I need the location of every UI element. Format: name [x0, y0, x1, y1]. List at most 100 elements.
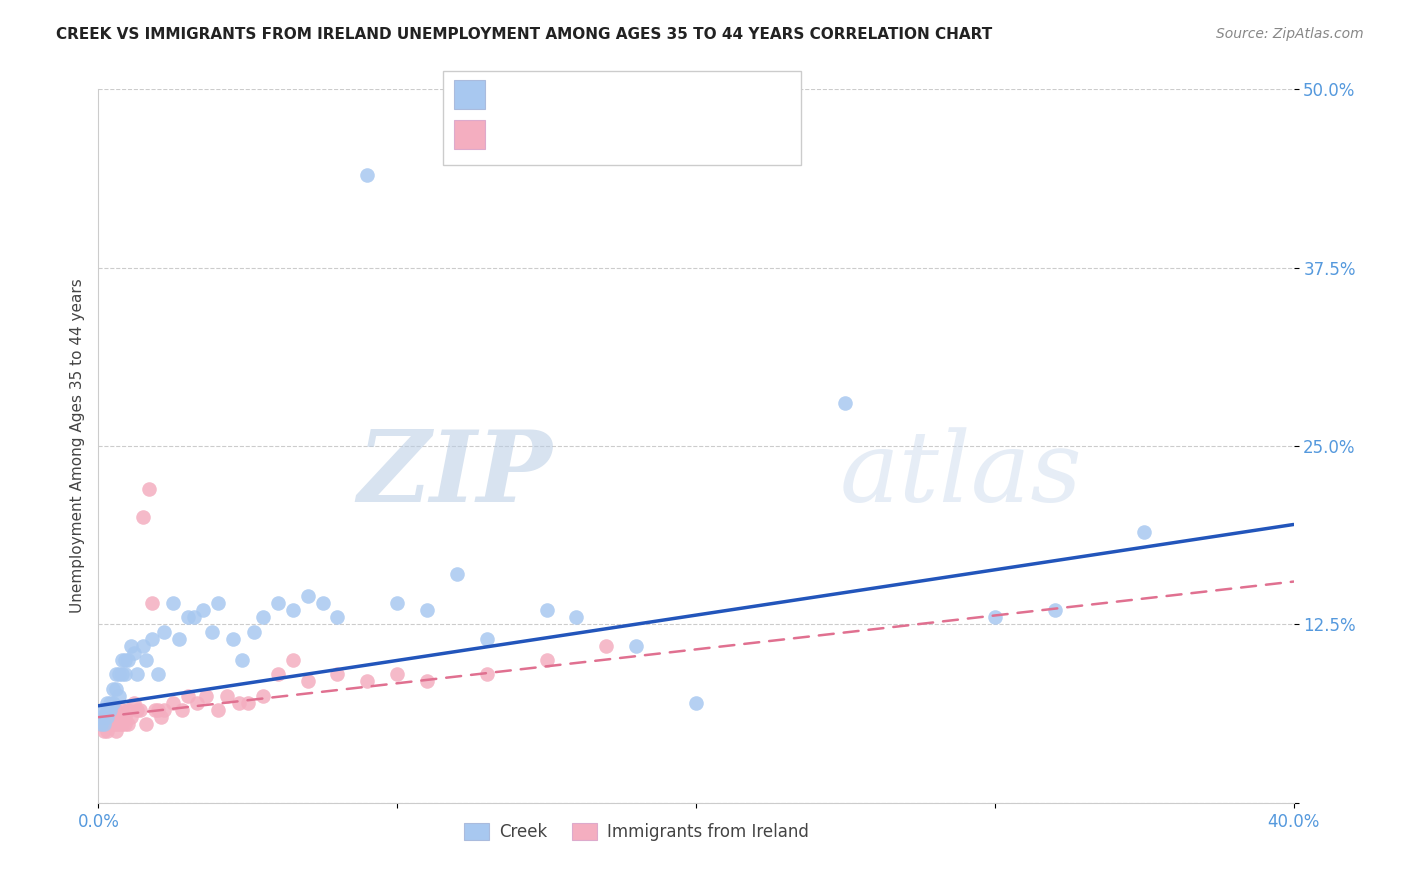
- Legend: Creek, Immigrants from Ireland: Creek, Immigrants from Ireland: [457, 816, 815, 848]
- Point: [1133, 524, 1156, 539]
- Point: [114, 653, 136, 667]
- Point: [124, 696, 146, 710]
- Point: [105, 717, 128, 731]
- Point: [536, 653, 558, 667]
- Point: [311, 596, 333, 610]
- Point: [201, 624, 224, 639]
- Point: [129, 703, 152, 717]
- Point: [114, 717, 136, 731]
- Point: [135, 653, 157, 667]
- Point: [105, 667, 128, 681]
- Point: [228, 696, 250, 710]
- Point: [117, 717, 139, 731]
- Point: [148, 703, 170, 717]
- Point: [172, 703, 194, 717]
- Point: [114, 710, 136, 724]
- Point: [267, 596, 290, 610]
- Point: [191, 603, 214, 617]
- Point: [138, 482, 160, 496]
- Point: [108, 710, 131, 724]
- Point: [93, 703, 115, 717]
- Point: [281, 653, 304, 667]
- Point: [117, 703, 139, 717]
- Point: [132, 639, 155, 653]
- Point: [297, 589, 319, 603]
- Point: [385, 667, 409, 681]
- Point: [595, 639, 617, 653]
- Point: [222, 632, 245, 646]
- Text: Source: ZipAtlas.com: Source: ZipAtlas.com: [1216, 27, 1364, 41]
- Point: [153, 703, 176, 717]
- Point: [183, 610, 205, 624]
- Point: [475, 632, 498, 646]
- Point: [111, 703, 134, 717]
- Point: [356, 168, 378, 182]
- Point: [103, 681, 125, 696]
- Point: [111, 717, 134, 731]
- Point: [93, 724, 115, 739]
- Text: N =: N =: [605, 85, 644, 103]
- Point: [243, 624, 266, 639]
- Point: [96, 724, 118, 739]
- Point: [98, 696, 122, 710]
- Point: [111, 653, 134, 667]
- Point: [326, 610, 349, 624]
- Y-axis label: Unemployment Among Ages 35 to 44 years: Unemployment Among Ages 35 to 44 years: [69, 278, 84, 614]
- Point: [98, 703, 122, 717]
- Point: [114, 667, 136, 681]
- Point: [177, 610, 200, 624]
- Point: [626, 639, 648, 653]
- Point: [475, 667, 498, 681]
- Point: [90, 717, 112, 731]
- Point: [105, 703, 128, 717]
- Point: [267, 667, 290, 681]
- Point: [108, 667, 131, 681]
- Point: [90, 710, 112, 724]
- Point: [124, 646, 146, 660]
- Point: [416, 603, 439, 617]
- Point: [385, 596, 409, 610]
- Point: [326, 667, 349, 681]
- Point: [685, 696, 707, 710]
- Point: [103, 710, 125, 724]
- Point: [252, 610, 274, 624]
- Point: [186, 696, 208, 710]
- Point: [231, 653, 253, 667]
- Point: [141, 596, 163, 610]
- Text: N =: N =: [605, 125, 644, 143]
- Text: 0.129: 0.129: [538, 125, 595, 143]
- Point: [111, 667, 134, 681]
- Point: [297, 674, 319, 689]
- Point: [281, 603, 304, 617]
- Point: [536, 603, 558, 617]
- Point: [103, 696, 125, 710]
- Point: [111, 710, 134, 724]
- Point: [135, 717, 157, 731]
- Point: [132, 510, 155, 524]
- Point: [105, 681, 128, 696]
- Text: 57: 57: [644, 85, 669, 103]
- Point: [96, 696, 118, 710]
- Point: [177, 689, 200, 703]
- Point: [167, 632, 190, 646]
- Point: [153, 624, 176, 639]
- Point: [93, 717, 115, 731]
- Point: [195, 689, 218, 703]
- Point: [356, 674, 378, 689]
- Point: [108, 689, 131, 703]
- Point: [98, 717, 122, 731]
- Text: R =: R =: [499, 85, 538, 103]
- Point: [143, 703, 166, 717]
- Text: 0.317: 0.317: [538, 85, 595, 103]
- Point: [834, 396, 856, 410]
- Point: [162, 596, 184, 610]
- Point: [93, 710, 115, 724]
- Point: [103, 717, 125, 731]
- Text: 55: 55: [644, 125, 669, 143]
- Point: [1043, 603, 1066, 617]
- Point: [120, 710, 142, 724]
- Point: [984, 610, 1007, 624]
- Point: [105, 724, 128, 739]
- Text: atlas: atlas: [839, 427, 1083, 522]
- Point: [93, 717, 115, 731]
